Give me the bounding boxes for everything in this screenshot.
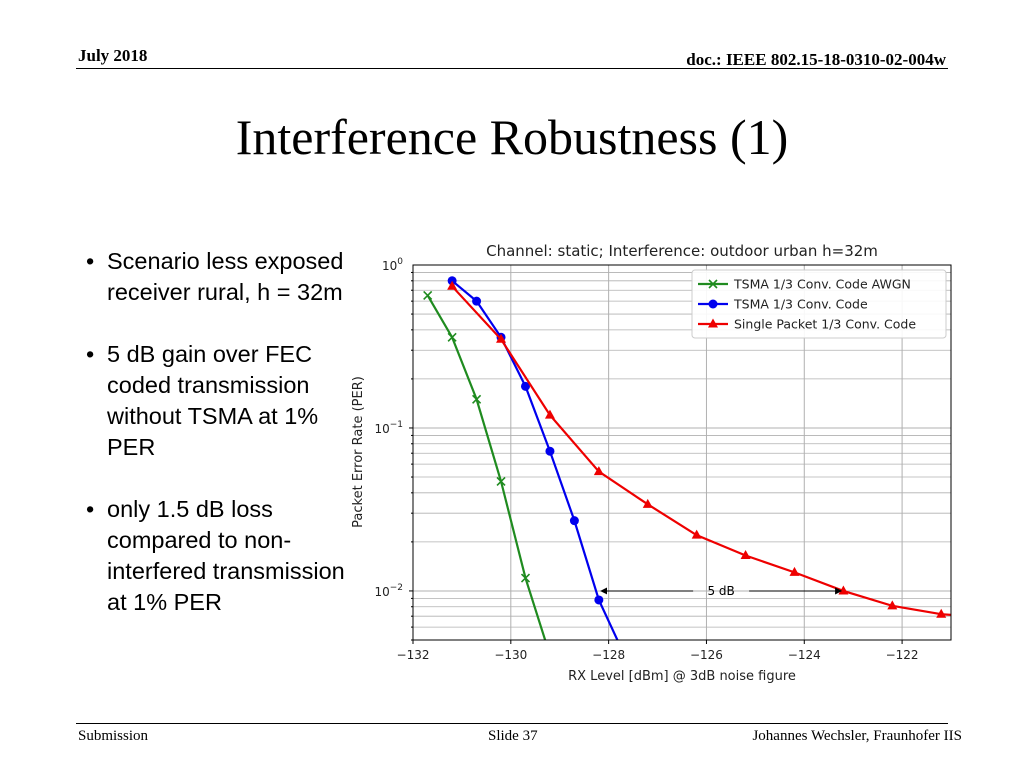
data-point — [545, 446, 555, 456]
header-rule — [76, 68, 948, 69]
bullet-list: Scenario less exposed receiver rural, h … — [86, 246, 348, 649]
footer-author: Johannes Wechsler, Fraunhofer IIS — [752, 728, 962, 744]
data-point — [496, 333, 507, 343]
x-tick-label: −132 — [397, 648, 430, 662]
bullet-item: 5 dB gain over FEC coded transmission wi… — [86, 339, 348, 463]
data-point — [569, 516, 579, 526]
x-tick-label: −124 — [788, 648, 821, 662]
series-line — [451, 285, 951, 616]
x-tick-label: −128 — [592, 648, 625, 662]
data-point — [472, 394, 482, 404]
data-point — [423, 290, 433, 301]
legend-label: TSMA 1/3 Conv. Code — [733, 297, 868, 312]
gain-annotation: 5 dB — [600, 584, 843, 598]
bullet-item: Scenario less exposed receiver rural, h … — [86, 246, 348, 308]
data-point — [789, 566, 800, 576]
bullet-item: only 1.5 dB loss compared to non-interfe… — [86, 494, 348, 618]
data-point — [472, 296, 482, 306]
x-axis-label: RX Level [dBm] @ 3dB noise figure — [568, 669, 796, 684]
per-chart-svg: Channel: static; Interference: outdoor u… — [351, 242, 952, 684]
series-line — [451, 279, 619, 640]
data-point — [544, 409, 555, 419]
x-tick-label: −126 — [690, 648, 723, 662]
footer-rule — [76, 723, 948, 724]
data-point — [520, 573, 531, 583]
data-point — [642, 498, 653, 508]
slide-title: Interference Robustness (1) — [235, 109, 789, 165]
x-tick-label: −122 — [886, 648, 919, 662]
legend-box — [691, 269, 947, 339]
series-line — [426, 294, 547, 640]
footer-slide-number: Slide 37 — [488, 728, 538, 744]
legend-label: TSMA 1/3 Conv. Code AWGN — [733, 277, 911, 292]
data-point — [447, 276, 457, 286]
data-point — [447, 280, 458, 290]
data-point — [593, 466, 604, 476]
data-point — [691, 529, 702, 539]
per-chart: Channel: static; Interference: outdoor u… — [340, 232, 960, 697]
data-point — [936, 608, 947, 618]
legend-label: Single Packet 1/3 Conv. Code — [734, 317, 916, 332]
data-point — [740, 549, 751, 559]
chart-axes: −132 −130 −128 −126 −124 −122 100 10−1 10−2 — [374, 257, 918, 662]
y-tick-label: 100 — [382, 257, 403, 273]
plot-frame — [412, 264, 952, 641]
data-point — [496, 476, 506, 486]
data-point — [708, 299, 718, 309]
header-doc-id: doc.: IEEE 802.15-18-0310-02-004w — [686, 50, 946, 69]
data-point — [708, 318, 718, 328]
data-point — [594, 595, 604, 605]
chart-series — [423, 276, 951, 640]
data-point — [447, 332, 457, 342]
annotation-label: 5 dB — [707, 584, 734, 598]
y-axis-label: Packet Error Rate (PER) — [351, 376, 366, 528]
y-tick-label: 10−2 — [374, 583, 403, 599]
chart-title: Channel: static; Interference: outdoor u… — [486, 242, 878, 260]
data-point — [708, 279, 718, 289]
data-point — [887, 600, 898, 610]
header-date: July 2018 — [78, 46, 148, 65]
footer-submission: Submission — [78, 728, 149, 744]
data-point — [520, 381, 530, 391]
chart-legend: TSMA 1/3 Conv. Code AWGN TSMA 1/3 Conv. C… — [691, 269, 947, 339]
y-tick-label: 10−1 — [374, 420, 403, 436]
x-tick-label: −130 — [494, 648, 527, 662]
